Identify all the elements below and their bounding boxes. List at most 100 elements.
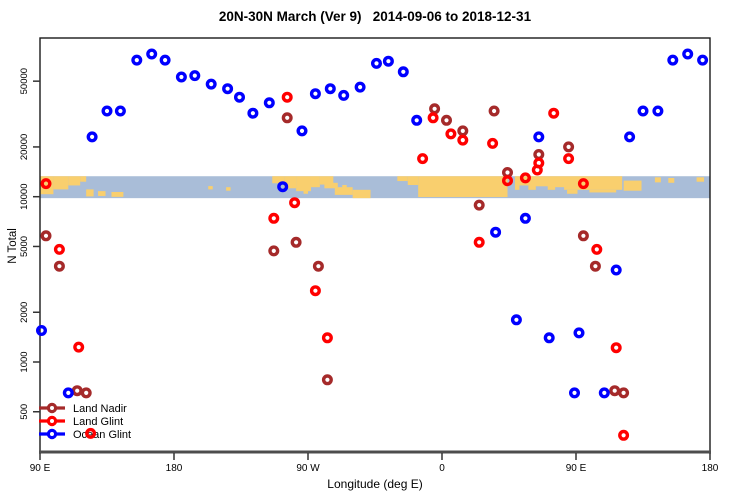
data-point-land-nadir: [441, 114, 453, 126]
data-point-land-nadir: [577, 230, 589, 242]
map-land: [68, 176, 81, 186]
map-land: [303, 187, 308, 194]
data-point-ocean-glint: [205, 78, 217, 90]
data-point-ocean-glint: [652, 105, 664, 117]
data-points: [36, 48, 709, 441]
map-land: [208, 186, 213, 190]
legend-marker: [46, 402, 58, 414]
data-point-ocean-glint: [131, 54, 143, 66]
data-point-ocean-glint: [697, 54, 709, 66]
data-point-ocean-glint: [637, 105, 649, 117]
data-point-ocean-glint: [277, 181, 289, 193]
data-point-land-nadir: [609, 385, 621, 397]
map-land: [334, 187, 353, 195]
data-point-land-glint: [548, 107, 560, 119]
data-point-land-glint: [457, 134, 469, 146]
data-point-ocean-glint: [338, 89, 350, 101]
y-tick-label: 1000: [19, 351, 30, 372]
data-point-ocean-glint: [569, 387, 581, 399]
x-tick-label: 180: [166, 463, 183, 474]
data-point-ocean-glint: [36, 325, 48, 337]
data-point-ocean-glint: [233, 91, 245, 103]
x-tick-label: 90 W: [296, 463, 320, 474]
map-land: [623, 180, 642, 191]
data-point-land-glint: [502, 175, 514, 187]
data-point-ocean-glint: [682, 48, 694, 60]
data-point-ocean-glint: [86, 131, 98, 143]
data-point-ocean-glint: [490, 226, 502, 238]
data-point-land-glint: [417, 153, 429, 165]
data-point-ocean-glint: [146, 48, 158, 60]
data-point-ocean-glint: [175, 71, 187, 83]
data-point-ocean-glint: [598, 387, 610, 399]
data-point-ocean-glint: [263, 97, 275, 109]
data-point-ocean-glint: [573, 327, 585, 339]
data-point-land-nadir: [321, 374, 333, 386]
data-point-land-glint: [487, 137, 499, 149]
legend-label: Ocean Glint: [73, 429, 131, 441]
data-point-land-glint: [321, 332, 333, 344]
data-point-land-nadir: [473, 199, 485, 211]
world-map-band: [40, 176, 710, 199]
data-point-ocean-glint: [610, 264, 622, 276]
data-point-land-glint: [618, 429, 630, 441]
data-point-land-nadir: [40, 230, 52, 242]
data-point-land-glint: [309, 285, 321, 297]
data-point-land-nadir: [429, 103, 441, 115]
data-point-land-nadir: [53, 260, 65, 272]
map-land: [514, 176, 623, 190]
map-ocean-notch: [519, 185, 529, 191]
map-land: [654, 177, 661, 183]
data-point-ocean-glint: [397, 66, 409, 78]
x-tick-label: 180: [702, 463, 719, 474]
map-land: [696, 177, 705, 182]
y-tick-label: 10000: [19, 183, 30, 209]
y-tick-label: 500: [19, 404, 30, 420]
data-point-ocean-glint: [222, 83, 234, 95]
data-point-ocean-glint: [354, 81, 366, 93]
data-point-land-nadir: [268, 245, 280, 257]
data-point-land-nadir: [618, 387, 630, 399]
legend-marker: [46, 428, 58, 440]
data-point-land-nadir: [281, 112, 293, 124]
data-point-land-nadir: [312, 260, 324, 272]
data-point-ocean-glint: [543, 332, 555, 344]
data-point-land-nadir: [502, 166, 514, 178]
data-point-ocean-glint: [159, 54, 171, 66]
data-point-land-glint: [445, 128, 457, 140]
data-point-land-glint: [473, 236, 485, 248]
data-point-ocean-glint: [324, 83, 336, 95]
map-land: [319, 176, 334, 185]
data-point-ocean-glint: [189, 70, 201, 82]
data-point-ocean-glint: [510, 314, 522, 326]
legend-label: Land Glint: [73, 416, 123, 428]
map-land: [80, 176, 87, 182]
map-land: [352, 189, 371, 199]
data-point-ocean-glint: [667, 54, 679, 66]
data-point-land-glint: [85, 427, 97, 439]
y-tick-label: 2000: [19, 302, 30, 323]
map-land: [284, 176, 297, 189]
data-point-land-nadir: [488, 105, 500, 117]
map-land: [567, 189, 578, 194]
data-point-land-nadir: [533, 148, 545, 160]
map-ocean-notch: [555, 187, 565, 191]
x-tick-label: 90 E: [566, 463, 587, 474]
map-ocean-notch: [535, 186, 548, 191]
axes: 90 E 180 90 W 0 90 E 180 500 1000 2000 5000 10000 2…: [19, 37, 719, 474]
data-point-land-glint: [281, 91, 293, 103]
data-point-land-glint: [577, 178, 589, 190]
data-point-ocean-glint: [533, 131, 545, 143]
y-tick-label: 20000: [19, 134, 30, 160]
data-point-ocean-glint: [519, 212, 531, 224]
map-land: [310, 176, 320, 188]
map-land: [324, 182, 338, 189]
data-point-ocean-glint: [114, 105, 126, 117]
data-point-land-glint: [53, 243, 65, 255]
map-land: [111, 192, 124, 197]
x-axis-label: Longitude (deg E): [327, 477, 423, 491]
map-land: [668, 177, 675, 183]
map-land: [226, 187, 231, 191]
